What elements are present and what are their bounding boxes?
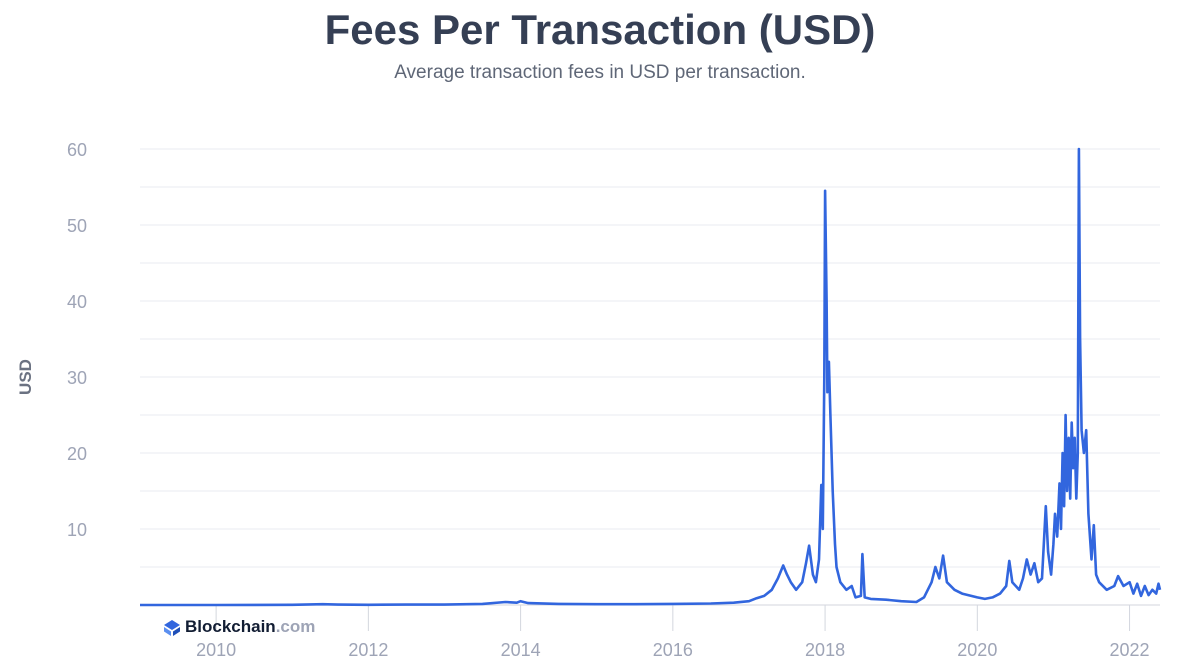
gridlines (140, 148, 1160, 568)
x-tick-label: 2020 (957, 640, 997, 660)
y-tick-label: 20 (67, 444, 87, 464)
brand-suffix: .com (275, 617, 316, 636)
chart-title: Fees Per Transaction (USD) (324, 6, 876, 53)
blockchain-diamond-icon (164, 619, 180, 636)
y-tick-label: 10 (67, 520, 87, 540)
x-tick-labels: 2010 2012 2014 2016 2018 2020 2022 (196, 605, 1150, 660)
x-tick-label: 2012 (348, 640, 388, 660)
x-tick-label: 2016 (653, 640, 693, 660)
brand-name: Blockchain (185, 617, 276, 636)
x-tick-label: 2022 (1110, 640, 1150, 660)
y-tick-label: 50 (67, 216, 87, 236)
series-line (140, 147, 1162, 607)
y-tick-label: 60 (67, 140, 87, 160)
x-tick-label: 2014 (501, 640, 541, 660)
y-axis-label: USD (16, 359, 35, 395)
x-tick-label: 2018 (805, 640, 845, 660)
brand-logo: Blockchain.com (163, 617, 315, 637)
y-tick-label: 30 (67, 368, 87, 388)
chart-subtitle: Average transaction fees in USD per tran… (394, 62, 806, 83)
x-tick-label: 2010 (196, 640, 236, 660)
y-tick-label: 40 (67, 292, 87, 312)
y-tick-labels: 10 20 30 40 50 60 (67, 140, 87, 540)
